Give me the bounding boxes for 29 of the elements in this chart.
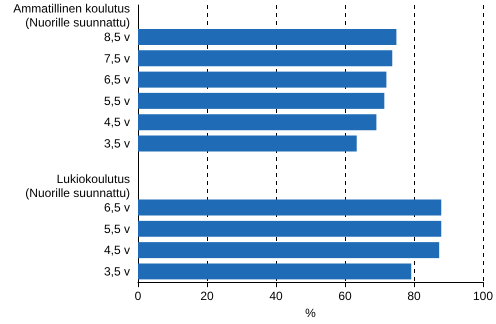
x-tick-label: 20 bbox=[200, 289, 214, 304]
bar bbox=[138, 114, 376, 130]
x-tick-label: 80 bbox=[407, 289, 421, 304]
y-tick-label: 7,5 v bbox=[104, 51, 130, 66]
x-tick-label: 40 bbox=[269, 289, 283, 304]
bar bbox=[138, 50, 392, 66]
x-tick-label: 100 bbox=[472, 289, 494, 304]
y-tick-label: 8,5 v bbox=[104, 30, 130, 44]
y-tick-label: Ammatillinen koulutus (Nuorille suunnattu) bbox=[13, 2, 130, 30]
y-tick-label: 6,5 v bbox=[104, 200, 130, 214]
bar bbox=[138, 72, 386, 88]
bar bbox=[138, 136, 357, 152]
bar bbox=[138, 200, 442, 216]
bar bbox=[138, 92, 384, 109]
y-tick-label: 5,5 v bbox=[104, 94, 130, 108]
y-tick-label: 5,5 v bbox=[104, 222, 130, 236]
x-tick-label: 60 bbox=[338, 289, 352, 304]
bar bbox=[138, 242, 440, 258]
y-tick-label: Lukiokoulutus (Nuorille suunnattu) bbox=[25, 172, 130, 200]
y-tick-label: 4,5 v bbox=[104, 115, 130, 130]
y-tick-label: 3,5 v bbox=[104, 264, 130, 278]
bar bbox=[138, 220, 442, 237]
y-tick-label: 4,5 v bbox=[104, 243, 130, 258]
bar bbox=[138, 28, 396, 45]
bar bbox=[138, 263, 412, 280]
y-tick-label: 6,5 v bbox=[104, 72, 130, 87]
x-axis-title: % bbox=[305, 306, 316, 320]
y-tick-label: 3,5 v bbox=[104, 136, 130, 151]
x-tick-label: 0 bbox=[134, 289, 142, 304]
